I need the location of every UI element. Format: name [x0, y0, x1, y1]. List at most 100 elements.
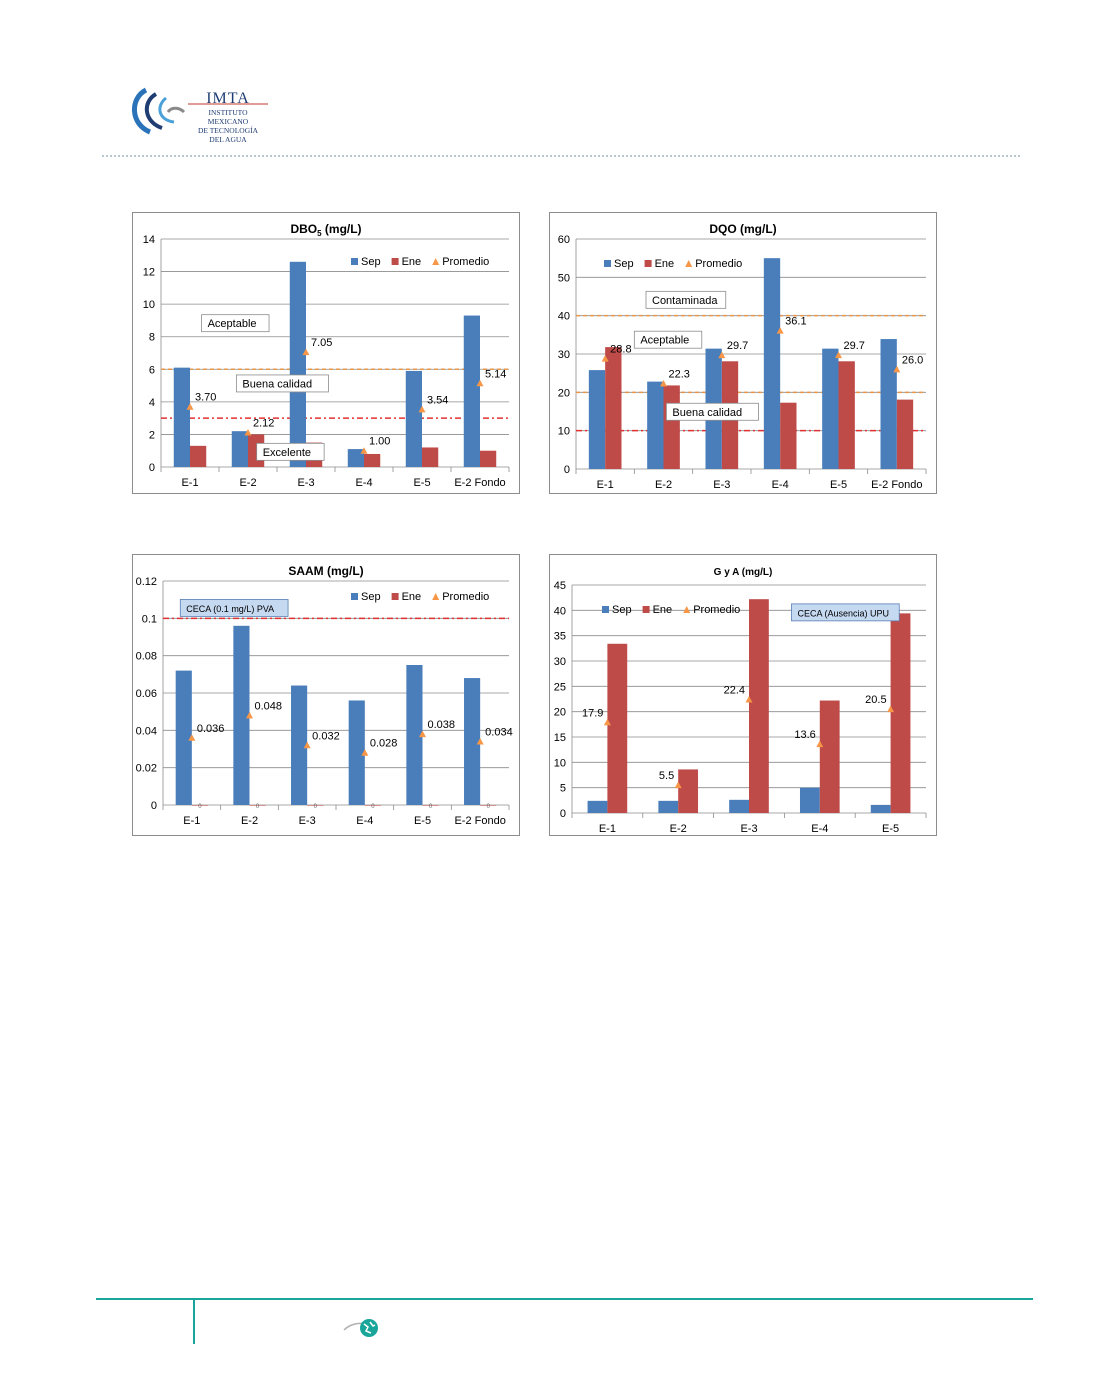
- chart-svg: 0 5 10 15 20 25 30 35 40 45 E-1 E-2 E-3 E-4 E-5 17.9 5.5…: [554, 567, 927, 835]
- x-tick-label: E-1: [181, 477, 198, 489]
- logo-line-3: DEL AGUA: [209, 135, 247, 144]
- annotation-text: CECA (Ausencia) UPU: [797, 608, 889, 618]
- promedio-label: 3.54: [427, 394, 448, 406]
- y-tick-label: 0.04: [136, 725, 157, 737]
- legend-swatch: [432, 258, 440, 265]
- bar-sep: [870, 804, 891, 813]
- bar-sep: [406, 665, 423, 805]
- promedio-label: 20.5: [865, 694, 886, 706]
- chart-svg: 0 10 20 30 40 50 60 E-1 E-2 E-3 E-4 E-5 E-2 Fondo 28.…: [558, 222, 927, 491]
- promedio-label: 1.00: [369, 436, 390, 448]
- legend-swatch: [604, 260, 611, 267]
- annotation-text: Buena calidad: [672, 407, 742, 419]
- x-tick-label: E-5: [830, 479, 847, 491]
- bar-sep: [463, 315, 480, 467]
- x-tick-label: E-5: [414, 815, 431, 827]
- bar-ene: [364, 453, 381, 467]
- chart-title: SAAM (mg/L): [288, 564, 363, 578]
- x-tick-label: E-3: [297, 477, 314, 489]
- x-tick-label: E-4: [356, 815, 373, 827]
- chart-title-unit: (mg/L): [737, 222, 777, 236]
- y-tick-label: 20: [558, 387, 570, 399]
- globe-icon: [343, 1319, 378, 1337]
- promedio-label: 0.028: [370, 738, 398, 750]
- y-tick-label: 0.08: [136, 651, 157, 663]
- legend-swatch: [642, 606, 650, 613]
- y-tick-label: 10: [554, 757, 566, 769]
- chart-gya: 0 5 10 15 20 25 30 35 40 45 E-1 E-2 E-3 E-4 E-5 17.9 5.5…: [549, 554, 937, 836]
- bar-value-label: 0: [429, 804, 433, 810]
- promedio-marker: [418, 405, 426, 413]
- bar-ene: [749, 599, 769, 813]
- annotation-text: CECA (0.1 mg/L) PVA: [186, 604, 274, 614]
- chart-dqo: 0 10 20 30 40 50 60 E-1 E-2 E-3 E-4 E-5 E-2 Fondo 28.…: [549, 212, 937, 494]
- y-tick-label: 45: [554, 580, 566, 592]
- chart-title: G y A (mg/L): [714, 567, 773, 578]
- legend-label: Ene: [402, 256, 422, 268]
- legend-label: Sep: [361, 591, 381, 603]
- legend-label: Ene: [653, 604, 673, 616]
- legend-label: Sep: [614, 258, 634, 270]
- x-tick-label: E-2 Fondo: [871, 479, 922, 491]
- y-tick-label: 0: [564, 464, 570, 476]
- chart-title-unit: (mg/L): [739, 567, 772, 578]
- bar-sep: [348, 700, 365, 805]
- bar-sep: [231, 431, 248, 467]
- legend-swatch: [644, 260, 652, 267]
- promedio-marker: [360, 447, 368, 454]
- y-tick-label: 0: [151, 800, 157, 812]
- legend-swatch: [391, 593, 399, 600]
- promedio-label: 22.4: [724, 685, 745, 697]
- chart-saam: 0 0.02 0.04 0.06 0.08 0.1 0.12 E-1 E-2 E-3 E-4 E-5 E…: [132, 554, 520, 836]
- x-tick-label: E-4: [772, 479, 789, 491]
- promedio-label: 29.7: [844, 340, 865, 352]
- y-tick-label: 15: [554, 732, 566, 744]
- y-tick-label: 10: [143, 299, 155, 311]
- legend-swatch: [432, 593, 440, 600]
- bar-sep: [763, 258, 781, 469]
- promedio-label: 2.12: [253, 417, 274, 429]
- promedio-marker: [476, 738, 484, 745]
- chart-dbo5: 0 2 4 6 8 10 12 14 E-1 E-2 E-3 E-4 E-5 E-2 Fondo 3.70 2…: [132, 212, 520, 494]
- x-tick-label: E-2: [670, 823, 687, 835]
- x-tick-label: E-1: [597, 479, 614, 491]
- chart-title-main: SAAM: [288, 564, 323, 578]
- legend-swatch: [683, 606, 691, 613]
- promedio-marker: [674, 781, 682, 789]
- imta-logo-swirl: [132, 87, 268, 135]
- x-tick-label: E-2: [655, 479, 672, 491]
- promedio-marker: [718, 351, 726, 359]
- annotation-text: Contaminada: [652, 295, 718, 307]
- footer-rule: [96, 1298, 1033, 1300]
- x-tick-label: E-2: [239, 477, 256, 489]
- bar-ene: [249, 805, 266, 806]
- x-tick-label: E-4: [811, 823, 828, 835]
- y-tick-label: 25: [554, 681, 566, 693]
- bar-sep: [729, 799, 749, 813]
- bar-ene: [780, 402, 797, 469]
- annotation-text: Aceptable: [640, 335, 689, 347]
- bar-sep: [822, 348, 839, 469]
- bar-sep: [405, 370, 422, 467]
- legend-label: Ene: [402, 591, 422, 603]
- bar-sep: [291, 685, 308, 805]
- y-tick-label: 12: [143, 267, 155, 279]
- promedio-marker: [776, 327, 784, 334]
- promedio-marker: [244, 428, 252, 436]
- bar-ene: [191, 805, 208, 806]
- bar-ene: [422, 805, 439, 806]
- promedio-marker: [601, 355, 609, 362]
- y-tick-label: 14: [143, 234, 155, 246]
- y-tick-label: 40: [554, 605, 566, 617]
- footer-vertical-rule: [193, 1300, 195, 1344]
- annotation-box: [179, 599, 289, 617]
- promedio-marker: [476, 379, 484, 387]
- annotation-box: [666, 402, 759, 421]
- promedio-label: 0.034: [485, 727, 513, 739]
- promedio-label: 3.70: [195, 392, 216, 404]
- legend-label: Promedio: [695, 258, 742, 270]
- promedio-marker: [186, 403, 194, 410]
- x-tick-label: E-3: [740, 823, 757, 835]
- y-tick-label: 0.02: [136, 763, 157, 775]
- bar-ene: [480, 450, 497, 467]
